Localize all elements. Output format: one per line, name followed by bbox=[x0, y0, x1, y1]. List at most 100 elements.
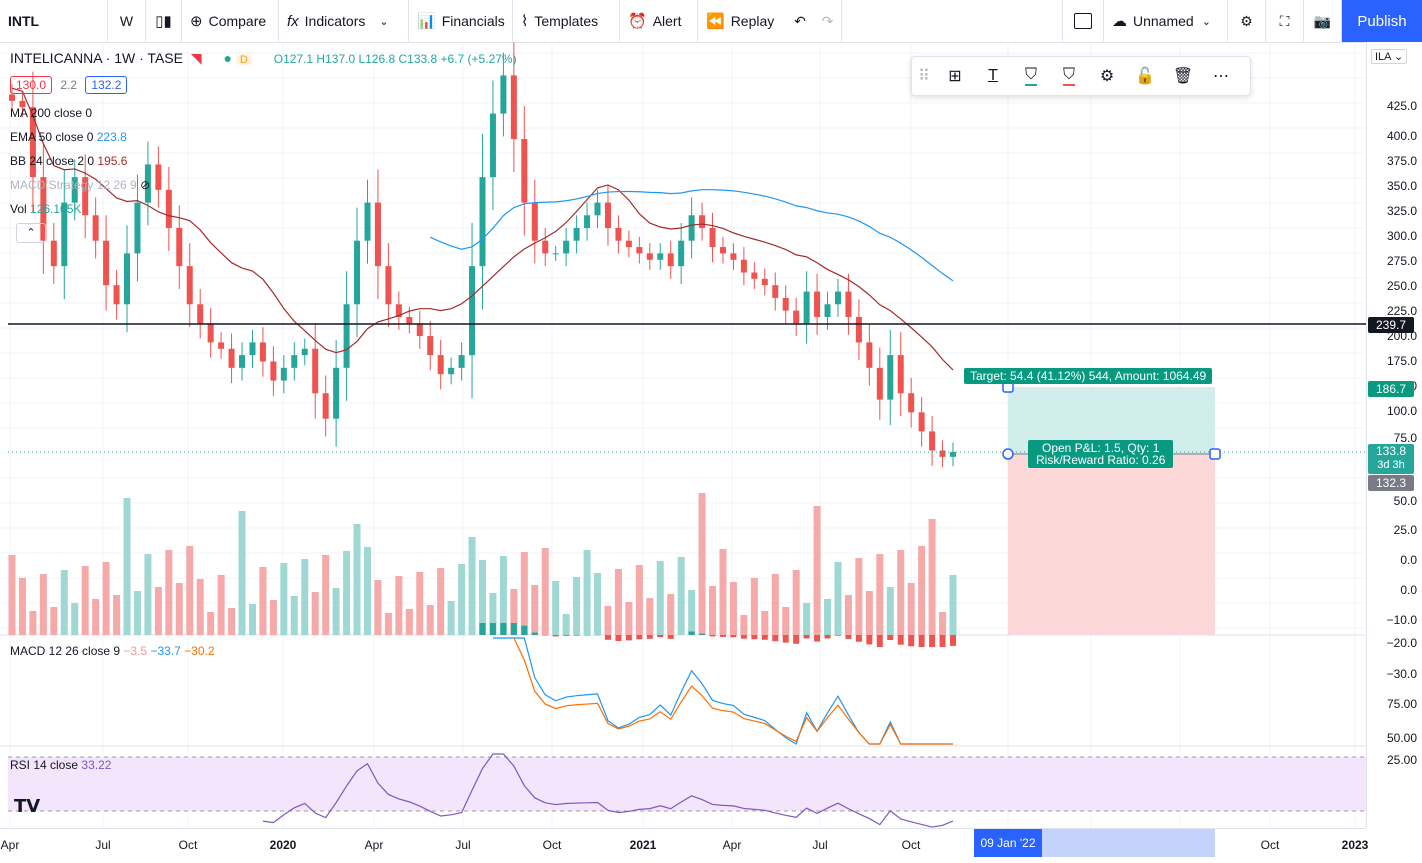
candle-body bbox=[260, 342, 266, 361]
volume-bar bbox=[395, 576, 402, 635]
volume-bar bbox=[354, 524, 361, 635]
macd-hist-bar bbox=[762, 635, 768, 640]
macd-hist-bar bbox=[845, 635, 851, 639]
macd-hist-bar bbox=[500, 623, 506, 635]
square-icon bbox=[1074, 13, 1092, 29]
candle-body bbox=[208, 323, 214, 342]
settings-button[interactable]: ⚙ bbox=[1228, 0, 1266, 42]
time-axis[interactable]: AprJulOct2020AprJulOct2021AprJulOctJanAp… bbox=[0, 828, 1366, 863]
macd-hist-bar bbox=[668, 635, 674, 639]
drag-handle-icon[interactable]: ⠿ bbox=[912, 57, 936, 95]
layout-name-button[interactable]: ☁Unnamed⌄ bbox=[1104, 0, 1228, 42]
grid-plus-icon: ⊞ bbox=[948, 66, 961, 86]
replay-label: Replay bbox=[731, 13, 775, 29]
macd-strategy-legend[interactable]: MACD Strategy 12 26 9 ⊘ bbox=[10, 178, 150, 192]
line-color-button[interactable]: ⛉ bbox=[1050, 57, 1088, 95]
candle-body bbox=[720, 247, 726, 253]
undo-button[interactable]: ↶ bbox=[786, 0, 814, 42]
collapse-legend-button[interactable]: ⌃ bbox=[16, 223, 46, 243]
ma-legend[interactable]: MA 200 close 0 bbox=[10, 106, 92, 120]
entry-left-handle[interactable] bbox=[1003, 449, 1013, 459]
candle-body bbox=[291, 355, 297, 368]
candle-body bbox=[825, 304, 831, 317]
candle-body bbox=[919, 412, 925, 431]
volume-bar bbox=[897, 550, 904, 635]
bb-value: 195.6 bbox=[97, 154, 127, 168]
text-button[interactable]: T bbox=[974, 57, 1012, 95]
fill-color-button[interactable]: ⛉ bbox=[1012, 57, 1050, 95]
macd-hist-bar bbox=[772, 635, 778, 641]
more-button[interactable]: ⋯ bbox=[1202, 57, 1240, 95]
volume-bar bbox=[82, 566, 89, 635]
macd-hist-bar bbox=[887, 635, 893, 640]
layout-select-button[interactable] bbox=[1062, 0, 1104, 42]
ema-legend[interactable]: EMA 50 close 0 223.8 bbox=[10, 130, 127, 144]
snapshot-button[interactable]: 📷 bbox=[1304, 0, 1342, 42]
entry-price-tag: 132.3 bbox=[1368, 475, 1414, 491]
bb-legend[interactable]: BB 24 close 2 0 195.6 bbox=[10, 154, 127, 168]
currency-select[interactable]: ILA ⌄ bbox=[1371, 49, 1407, 64]
volume-bar bbox=[908, 583, 915, 635]
volume-bar bbox=[814, 506, 821, 635]
plus-circle-icon: ⊕ bbox=[190, 12, 203, 30]
volume-bar bbox=[165, 550, 172, 635]
rsi-legend[interactable]: RSI 14 close 33.22 bbox=[10, 758, 111, 772]
chart-canvas[interactable] bbox=[0, 42, 1366, 828]
lock-button[interactable]: 🔓 bbox=[1126, 57, 1164, 95]
price-tick-label: 50.0 bbox=[1394, 494, 1417, 508]
volume-bar bbox=[406, 609, 413, 635]
target-price-text: 186.7 bbox=[1376, 382, 1406, 396]
macd-hist-bar bbox=[783, 635, 789, 643]
candle-body bbox=[877, 368, 883, 400]
volume-bar bbox=[573, 577, 580, 635]
volume-bar bbox=[531, 585, 538, 635]
volume-bar bbox=[312, 592, 319, 635]
symbol-search[interactable]: INTL bbox=[0, 0, 108, 42]
ask-pill[interactable]: 132.2 bbox=[85, 76, 127, 94]
compare-button[interactable]: ⊕Compare bbox=[182, 0, 279, 42]
macd-hist-bar bbox=[835, 635, 841, 636]
macd-hist-bar bbox=[699, 634, 705, 635]
candle-body bbox=[155, 164, 161, 189]
volume-bar bbox=[740, 615, 747, 635]
fullscreen-button[interactable]: ⛶ bbox=[1266, 0, 1304, 42]
chevron-down-icon: ⌄ bbox=[1394, 51, 1403, 63]
delete-button[interactable]: 🗑 bbox=[1164, 57, 1202, 95]
templates-grid-button[interactable]: ⊞ bbox=[936, 57, 974, 95]
publish-button[interactable]: Publish bbox=[1342, 0, 1422, 42]
stop-zone[interactable] bbox=[1008, 454, 1215, 635]
volume-bar bbox=[29, 611, 36, 635]
templates-button[interactable]: ⌇Templates bbox=[513, 0, 620, 42]
chart-type-button[interactable]: ▯▮ bbox=[146, 0, 182, 42]
volume-legend[interactable]: Vol 126.105K bbox=[10, 202, 81, 216]
target-label[interactable]: Target: 54.4 (41.12%) 544, Amount: 1064.… bbox=[964, 368, 1212, 384]
volume-bar bbox=[19, 578, 26, 635]
candle-body bbox=[636, 247, 642, 253]
entry-right-handle[interactable] bbox=[1210, 449, 1220, 459]
macd-legend[interactable]: MACD 12 26 close 9 −3.5 −33.7 −30.2 bbox=[10, 644, 215, 658]
symbol-legend: INTELICANNA · 1W · TASE ◥ ● D O127.1 H13… bbox=[10, 50, 517, 67]
interval-button[interactable]: W bbox=[108, 0, 146, 42]
volume-bar bbox=[239, 511, 246, 635]
macd-line bbox=[493, 638, 953, 744]
drawing-settings-button[interactable]: ⚙ bbox=[1088, 57, 1126, 95]
bid-pill[interactable]: 130.0 bbox=[10, 76, 52, 94]
replay-button[interactable]: ⏪Replay bbox=[698, 0, 786, 42]
redo-button[interactable]: ↷ bbox=[814, 0, 842, 42]
volume-bar bbox=[563, 614, 570, 635]
undo-icon: ↶ bbox=[794, 13, 806, 30]
candle-body bbox=[480, 177, 486, 266]
macd-hist-bar bbox=[804, 635, 810, 638]
vol-label: Vol bbox=[10, 202, 27, 216]
candle-body bbox=[375, 203, 381, 267]
unlock-icon: 🔓 bbox=[1135, 66, 1155, 86]
pnl-label[interactable]: Open P&L: 1.5, Qty: 1 Risk/Reward Ratio:… bbox=[1028, 440, 1173, 468]
candle-body bbox=[438, 355, 444, 374]
macd-hist-bar bbox=[929, 635, 935, 647]
alert-button[interactable]: ⏰Alert bbox=[620, 0, 698, 42]
financials-button[interactable]: 📊Financials bbox=[409, 0, 513, 42]
financials-label: Financials bbox=[442, 13, 505, 29]
